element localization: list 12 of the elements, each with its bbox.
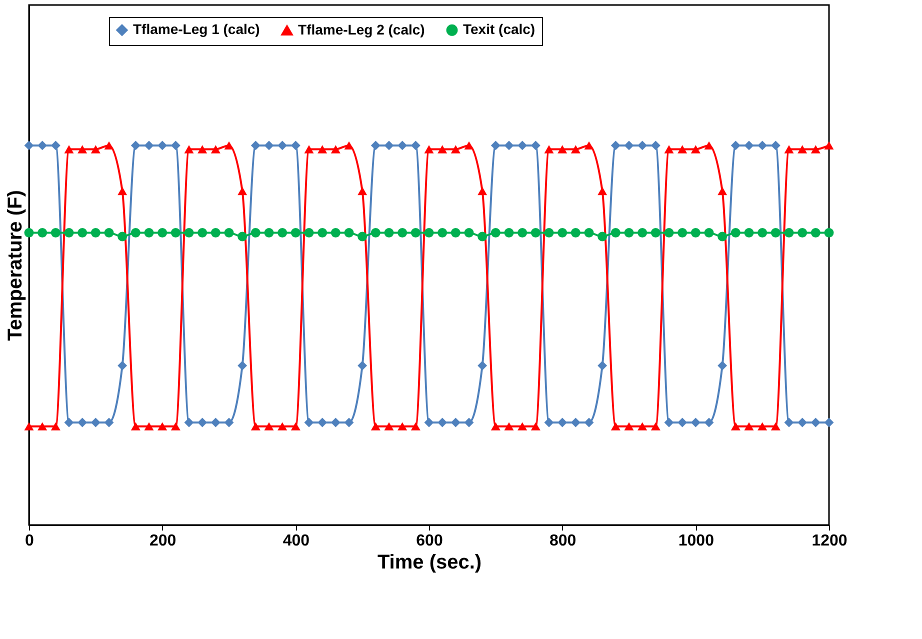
legend-label: Texit (calc) bbox=[463, 21, 536, 38]
y-axis-title: Temperature (F) bbox=[4, 190, 26, 341]
x-tick-label: 0 bbox=[25, 532, 34, 550]
legend-label: Tflame-Leg 2 (calc) bbox=[298, 21, 425, 38]
legend-label: Tflame-Leg 1 (calc) bbox=[133, 21, 260, 38]
x-tick-label: 1000 bbox=[678, 532, 714, 550]
x-tick-label: 400 bbox=[282, 532, 310, 550]
x-tick-label: 200 bbox=[149, 532, 176, 550]
x-tick-label: 600 bbox=[416, 532, 443, 550]
x-tick-label: 1200 bbox=[812, 532, 848, 550]
x-axis-title: Time (sec.) bbox=[377, 552, 482, 574]
x-tick-label: 800 bbox=[549, 532, 576, 550]
